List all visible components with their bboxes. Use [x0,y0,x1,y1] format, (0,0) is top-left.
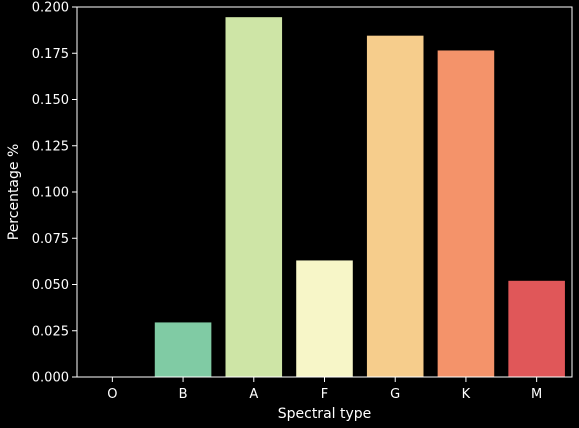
y-tick-label: 0.025 [32,324,69,339]
bar-A [225,17,283,378]
y-tick-label: 0.200 [32,1,69,16]
y-axis: 0.000 0.025 0.050 0.075 0.100 0.125 0.150 0.175… [32,1,77,386]
x-tick-label-O: O [107,387,117,402]
x-tick-label-A: A [249,387,258,402]
y-axis-title: Percentage % [6,144,22,241]
x-tick-label-K: K [462,387,471,402]
x-tick-label-G: G [390,387,400,402]
x-tick-label-B: B [179,387,188,402]
y-tick-label: 0.075 [32,232,69,247]
y-tick-label: 0.175 [32,47,69,62]
y-tick-label: 0.100 [32,186,69,201]
y-tick-label: 0.050 [32,278,69,293]
x-tick-label-F: F [321,387,328,402]
y-tick-label: 0.125 [32,139,69,154]
y-tick-label: 0.000 [32,371,69,386]
bar-K [437,50,495,377]
x-axis-title: Spectral type [278,406,372,422]
x-tick-label-M: M [531,387,542,402]
bars-group [154,17,565,378]
bar-B [154,322,212,377]
y-tick-label: 0.150 [32,93,69,108]
bar-M [508,280,565,377]
bar-F [296,260,353,377]
bar-G [366,35,424,378]
